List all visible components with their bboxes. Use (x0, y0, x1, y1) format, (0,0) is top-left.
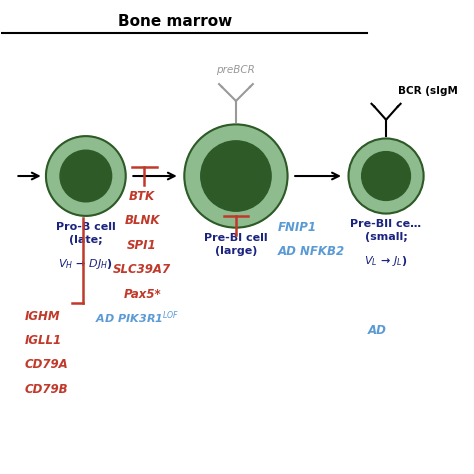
Circle shape (60, 150, 112, 202)
Text: IGHM: IGHM (25, 310, 61, 323)
Text: AD PIK3R1$^{LOF}$: AD PIK3R1$^{LOF}$ (95, 310, 180, 326)
Text: Pro-B cell
(late;: Pro-B cell (late; (56, 221, 116, 245)
Text: SPI1: SPI1 (128, 239, 157, 252)
Text: BTK: BTK (129, 190, 155, 203)
Text: Bone marrow: Bone marrow (118, 14, 232, 29)
Text: IGLL1: IGLL1 (25, 334, 62, 347)
Circle shape (201, 141, 271, 211)
Text: SLC39A7: SLC39A7 (113, 263, 171, 276)
Text: CD79B: CD79B (25, 383, 68, 396)
Circle shape (184, 124, 288, 228)
Text: $V_L$ → $J_L$): $V_L$ → $J_L$) (365, 255, 408, 268)
Circle shape (46, 136, 126, 216)
Text: Pre-BII ce…
(small;: Pre-BII ce… (small; (350, 219, 421, 242)
Text: CD79A: CD79A (25, 358, 69, 372)
Text: BCR (sIgM: BCR (sIgM (398, 86, 458, 96)
Text: $V_H$ → $DJ_H$): $V_H$ → $DJ_H$) (58, 257, 113, 271)
Text: AD: AD (367, 324, 386, 337)
Text: FNIP1: FNIP1 (278, 220, 317, 234)
Circle shape (348, 138, 424, 214)
Text: Pre-BI cell
(large): Pre-BI cell (large) (204, 233, 268, 256)
Text: preBCR: preBCR (217, 65, 255, 75)
Text: AD NFKB2: AD NFKB2 (278, 245, 345, 258)
Text: BLNK: BLNK (124, 214, 160, 228)
Circle shape (362, 152, 410, 201)
Text: Pax5*: Pax5* (123, 288, 161, 301)
